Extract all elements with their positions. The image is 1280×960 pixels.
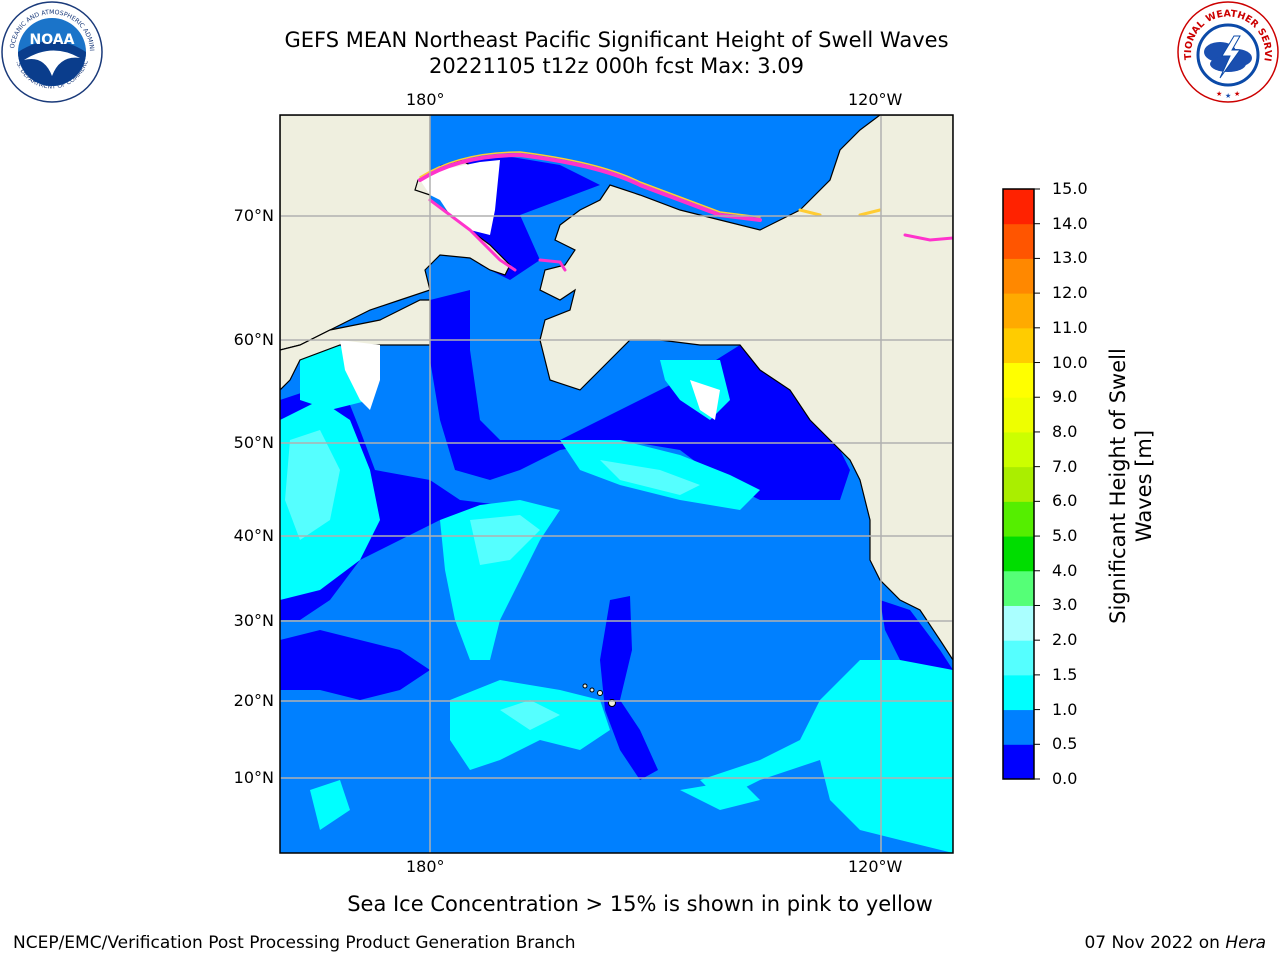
colorbar-tick-label: 3.0 <box>1052 595 1078 615</box>
map-frame <box>279 114 954 854</box>
lat-label-10n: 10°N <box>233 768 274 787</box>
lon-label-bottom-180: 180° <box>406 857 445 876</box>
lon-label-bottom-120w: 120°W <box>848 857 903 876</box>
colorbar-segment <box>1003 501 1034 537</box>
colorbar-tick-label: 10.0 <box>1052 352 1088 372</box>
colorbar-segment <box>1003 223 1034 259</box>
colorbar-tick-label: 8.0 <box>1052 421 1078 441</box>
colorbar-segment <box>1003 397 1034 433</box>
svg-text:★: ★ <box>1225 92 1231 100</box>
colorbar-segment <box>1003 744 1034 780</box>
sea-ice-note: Sea Ice Concentration > 15% is shown in … <box>347 892 933 916</box>
colorbar-segment <box>1003 674 1034 711</box>
lon-label-top-120w: 120°W <box>848 90 903 109</box>
lat-label-30n: 30°N <box>233 611 274 630</box>
colorbar-segment <box>1003 258 1034 294</box>
colorbar-segment <box>1003 570 1034 606</box>
lat-label-20n: 20°N <box>233 691 274 710</box>
colorbar-tick-label: 7.0 <box>1052 456 1078 476</box>
colorbar-segment <box>1003 293 1034 329</box>
colorbar-segment <box>1003 466 1034 502</box>
colorbar-tick-label: 0.5 <box>1052 734 1078 754</box>
colorbar-label: Significant Height of Swell Waves [m] <box>1106 348 1156 624</box>
colorbar-segment <box>1003 362 1034 398</box>
svg-text:★: ★ <box>1216 90 1222 98</box>
colorbar-tick-label: 1.0 <box>1052 699 1078 719</box>
colorbar-tick-label: 13.0 <box>1052 248 1088 268</box>
footer-date: 07 Nov 2022 on Hera <box>1084 933 1266 953</box>
sea-ice-edge <box>418 151 953 272</box>
colorbar-tick-label: 14.0 <box>1052 213 1088 233</box>
colorbar-frame <box>1002 188 1035 780</box>
footer-credit: NCEP/EMC/Verification Post Processing Pr… <box>13 933 576 953</box>
noaa-logo-icon: NATIONAL OCEANIC AND ATMOSPHERIC ADMINIS… <box>0 0 103 103</box>
chart-subtitle: 20221105 t12z 000h fcst Max: 3.09 <box>429 54 804 78</box>
colorbar-segment <box>1003 327 1034 364</box>
colorbar-segment <box>1003 431 1034 468</box>
colorbar-tick-label: 0.0 <box>1052 769 1078 788</box>
colorbar <box>1002 188 1040 780</box>
graticule <box>280 115 953 853</box>
chart-title: GEFS MEAN Northeast Pacific Significant … <box>284 28 949 52</box>
colorbar-tick-label: 1.5 <box>1052 664 1078 684</box>
lat-label-40n: 40°N <box>233 526 274 545</box>
colorbar-tick-label: 6.0 <box>1052 491 1078 511</box>
colorbar-tick-label: 11.0 <box>1052 317 1088 337</box>
nws-logo-icon: NATIONAL WEATHER SERVICE ★ ★ ★ <box>1176 0 1279 103</box>
lat-label-70n: 70°N <box>233 206 274 225</box>
colorbar-segment <box>1003 536 1034 572</box>
svg-text:★: ★ <box>1234 90 1240 98</box>
colorbar-segment <box>1003 709 1034 745</box>
colorbar-tick-label: 2.0 <box>1052 630 1078 650</box>
colorbar-tick-label: 15.0 <box>1052 179 1088 198</box>
lon-label-top-180: 180° <box>406 90 445 109</box>
lat-label-60n: 60°N <box>233 330 274 349</box>
colorbar-segment <box>1003 189 1034 225</box>
swell-band-1.5-2.0 <box>285 430 700 730</box>
colorbar-segment <box>1003 605 1034 641</box>
lat-label-50n: 50°N <box>233 433 274 452</box>
colorbar-tick-label: 9.0 <box>1052 387 1078 407</box>
colorbar-tick-label: 5.0 <box>1052 526 1078 546</box>
colorbar-tick-label: 4.0 <box>1052 560 1078 580</box>
colorbar-segment <box>1003 640 1034 676</box>
colorbar-tick-label: 12.0 <box>1052 283 1088 303</box>
svg-text:NOAA: NOAA <box>30 32 75 48</box>
